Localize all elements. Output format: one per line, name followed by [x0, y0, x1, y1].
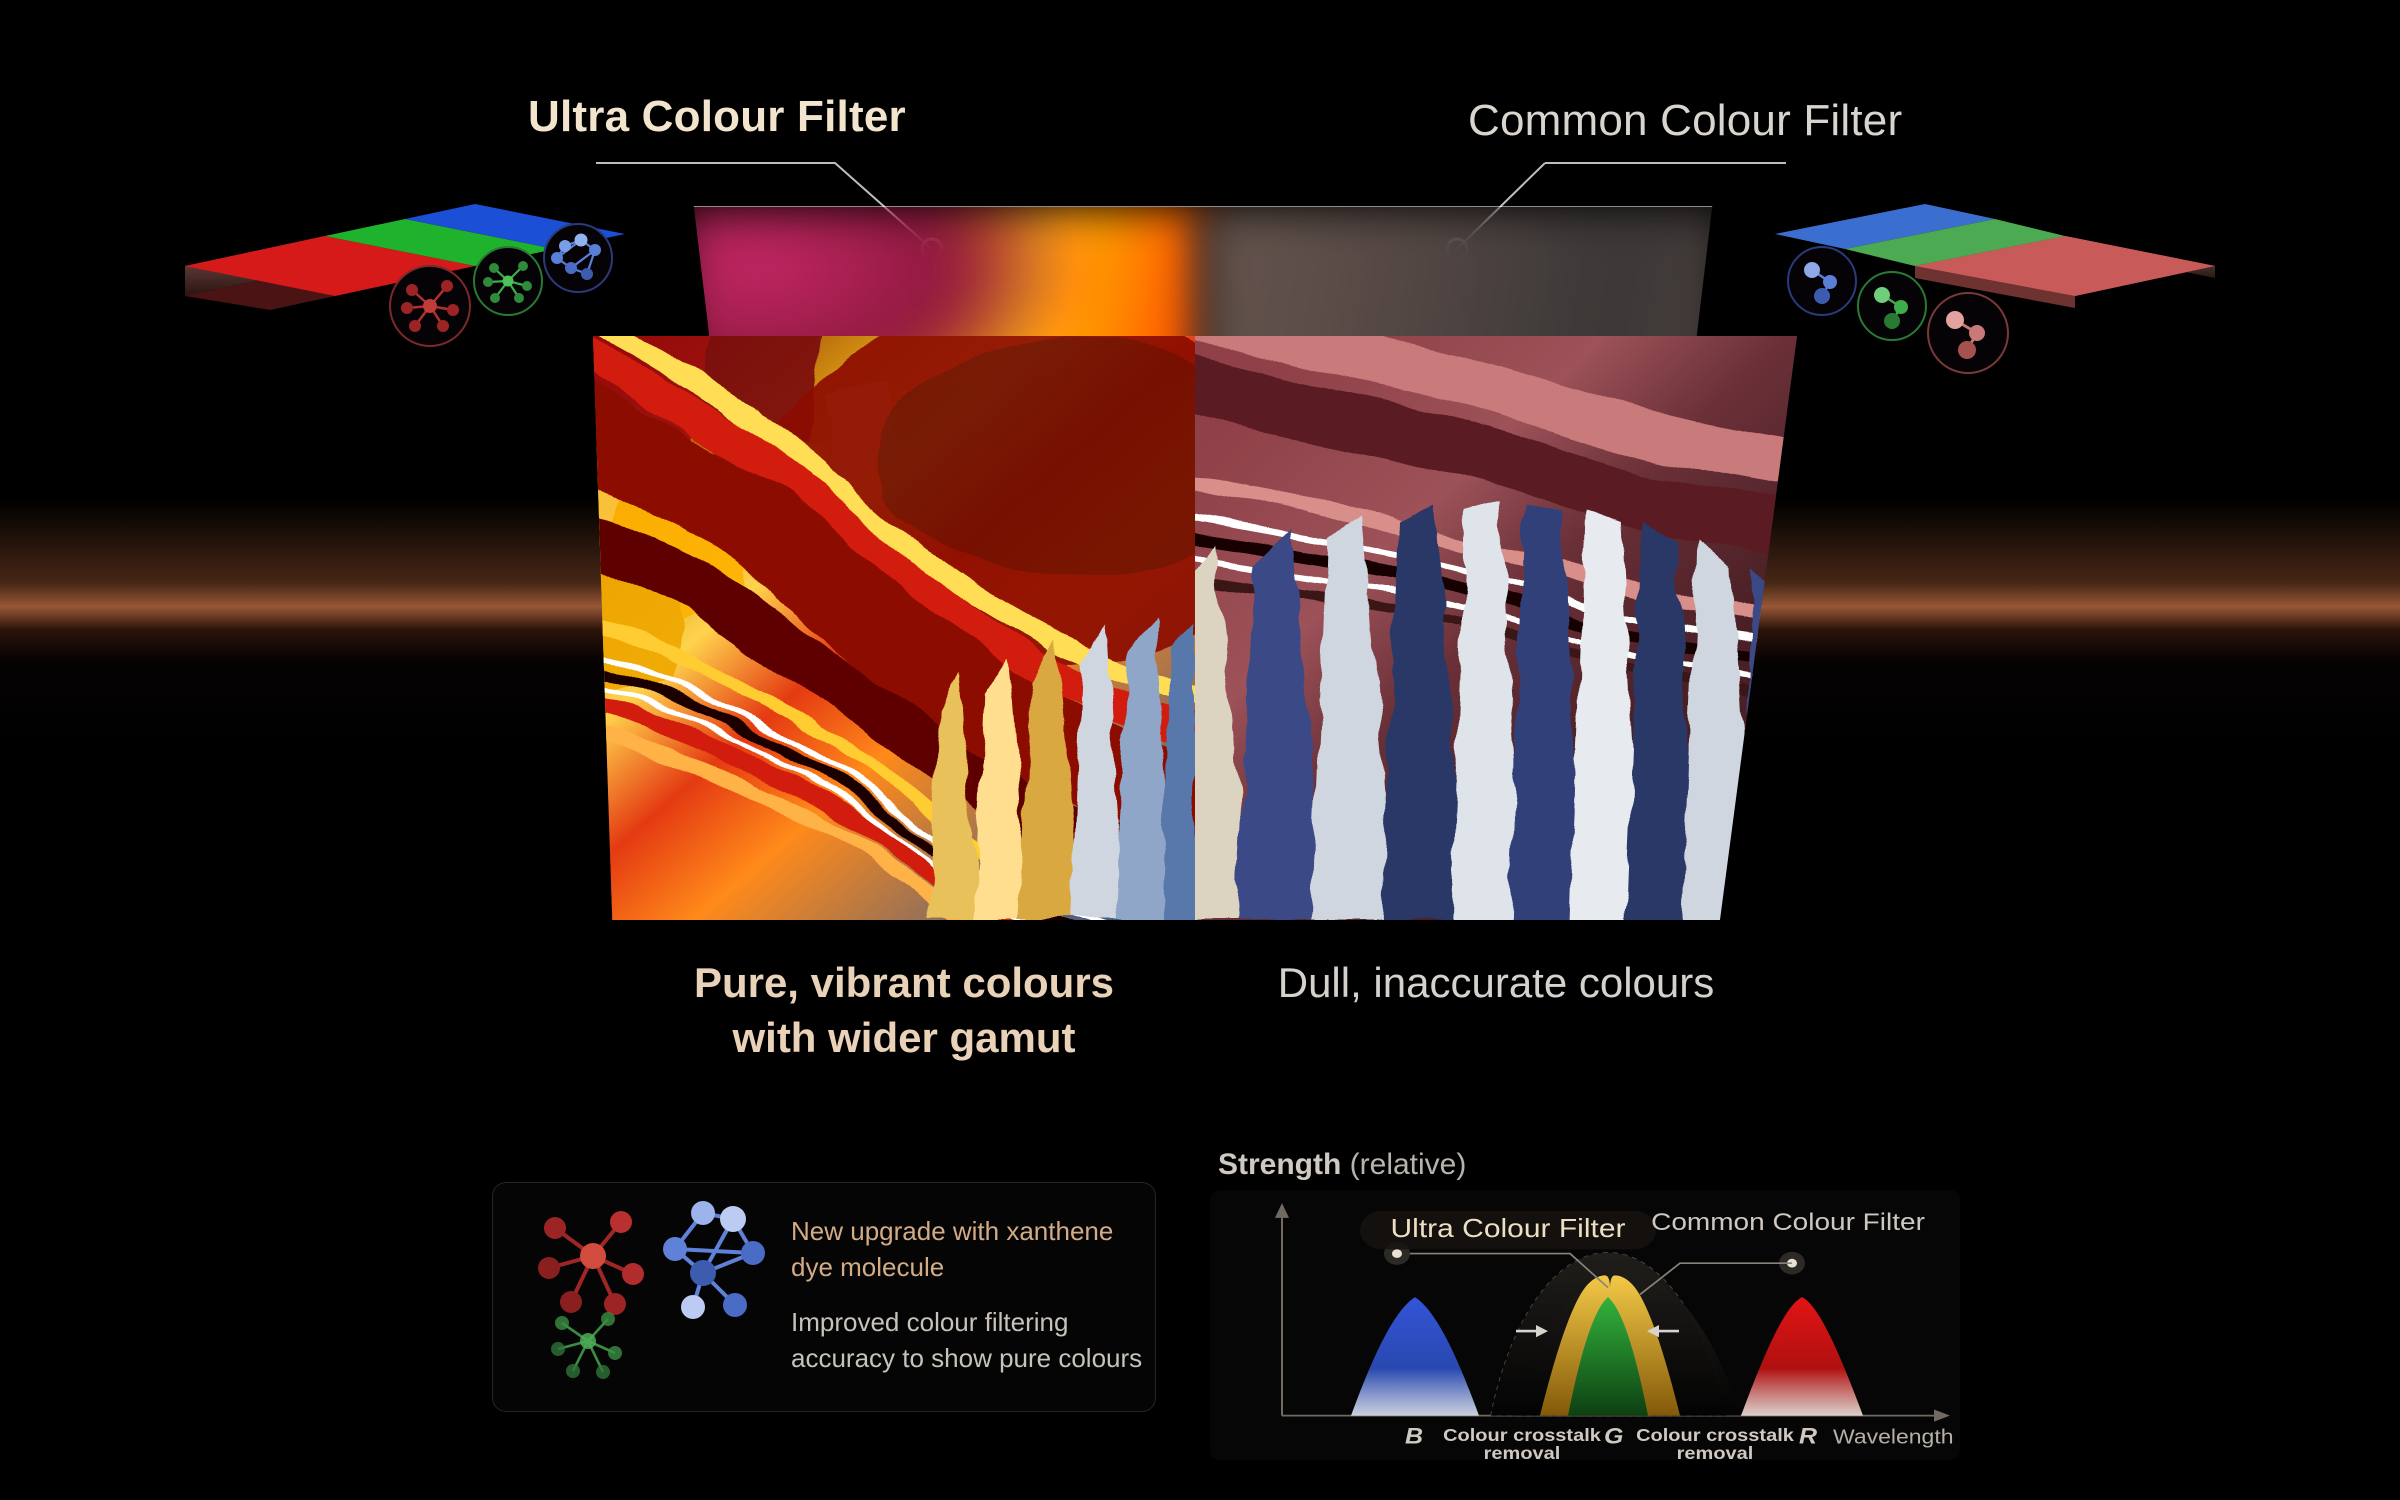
svg-text:B: B: [1405, 1424, 1423, 1448]
svg-text:G: G: [1604, 1424, 1623, 1448]
svg-text:Ultra Colour Filter: Ultra Colour Filter: [1391, 1214, 1626, 1243]
svg-text:Colour crosstalk: Colour crosstalk: [1443, 1425, 1601, 1445]
svg-text:Common Colour Filter: Common Colour Filter: [1651, 1208, 1925, 1236]
svg-text:removal: removal: [1677, 1443, 1754, 1460]
svg-text:removal: removal: [1484, 1443, 1561, 1460]
svg-text:R: R: [1799, 1424, 1817, 1448]
svg-text:Colour crosstalk: Colour crosstalk: [1636, 1425, 1794, 1445]
svg-text:Wavelength: Wavelength: [1833, 1425, 1953, 1448]
